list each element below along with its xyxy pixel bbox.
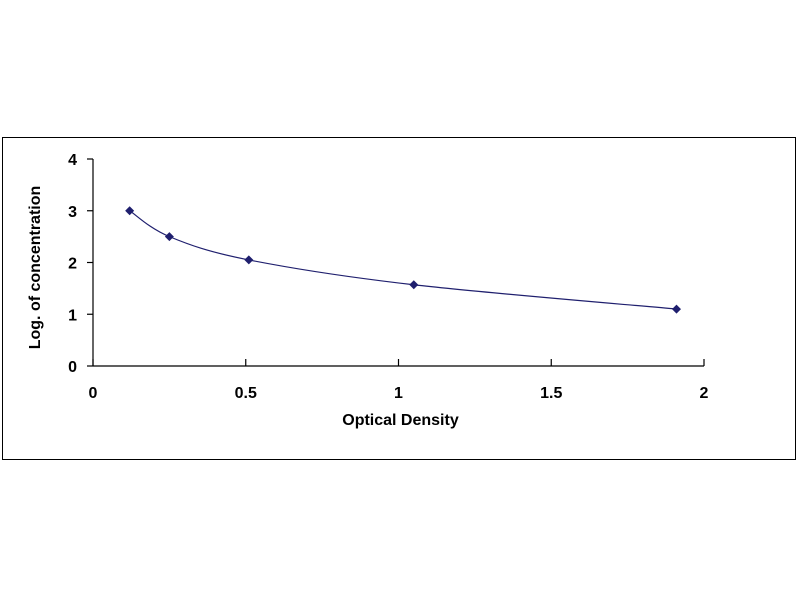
data-point-marker — [672, 304, 682, 314]
x-tick-label: 1 — [394, 385, 403, 402]
data-point-marker — [164, 232, 174, 242]
x-tick-label: 0.5 — [235, 385, 257, 402]
fit-curve — [129, 210, 677, 310]
y-axis-title: Log. of concentration — [27, 186, 44, 350]
data-point-marker — [409, 280, 419, 290]
x-tick-label: 2 — [700, 385, 709, 402]
data-point-marker — [244, 255, 254, 265]
y-tick-label: 1 — [68, 307, 77, 324]
data-point-marker — [125, 206, 135, 216]
tick-labels: 0 1 2 3 4 0 0.5 1 1.5 2 — [68, 152, 708, 402]
ticks — [87, 158, 705, 367]
x-tick-label: 0 — [89, 385, 98, 402]
y-tick-label: 0 — [68, 359, 77, 376]
chart-frame — [2, 137, 796, 460]
x-axis-title: Optical Density — [342, 412, 459, 429]
axes — [92, 159, 704, 367]
y-tick-label: 3 — [68, 204, 77, 221]
x-tick-label: 1.5 — [540, 385, 562, 402]
y-tick-label: 2 — [68, 256, 77, 273]
data-points — [125, 206, 682, 314]
y-tick-label: 4 — [68, 152, 77, 169]
